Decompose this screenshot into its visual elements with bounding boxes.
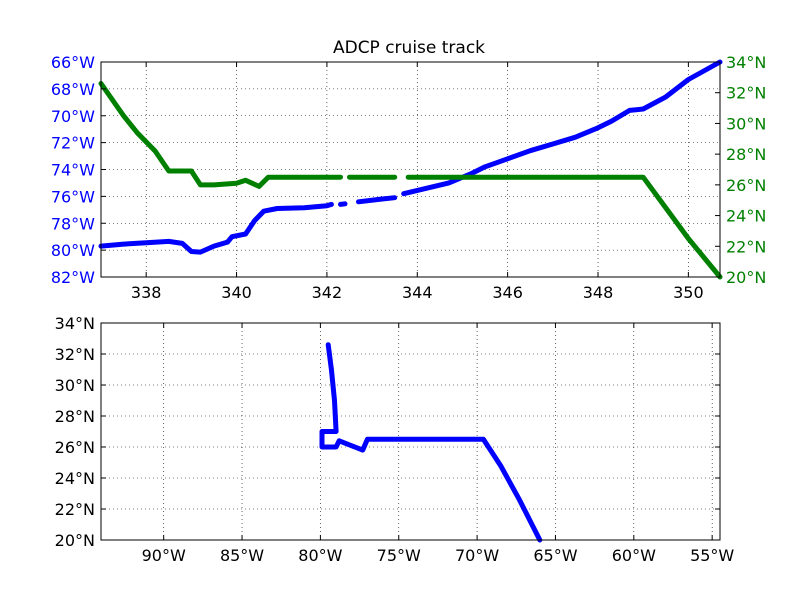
bottom-y-tick-label: 24°N — [55, 469, 95, 488]
top-x-tick-label: 340 — [221, 283, 252, 302]
bottom-x-tick-label: 60°W — [612, 546, 656, 565]
bottom-y-tick-label: 22°N — [55, 500, 95, 519]
bottom-plot: 90°W 85°W 80°W 75°W 70°W 65°W 60°W 55°W 20°N 22°N… — [55, 314, 735, 565]
top-x-tick-label: 346 — [492, 283, 523, 302]
bottom-x-tick-label: 90°W — [142, 546, 186, 565]
top-x-tick-label: 348 — [583, 283, 614, 302]
latitude-series-segment — [405, 174, 723, 280]
longitude-series-segment — [401, 59, 723, 197]
bottom-x-tick-label: 75°W — [377, 546, 421, 565]
chart-title: ADCP cruise track — [333, 38, 485, 58]
top-plot: 338 340 342 344 346 348 350 82°W 80°W 78°W 76°W 74°… — [51, 53, 767, 302]
top-left-tick-label: 82°W — [51, 268, 95, 287]
top-right-tick-label: 34°N — [726, 53, 766, 72]
top-left-tick-label: 78°W — [51, 214, 95, 233]
top-right-tick-label: 28°N — [726, 145, 766, 164]
track-map-series — [319, 342, 543, 543]
top-x-tick-label: 338 — [131, 283, 162, 302]
top-right-tick-label: 26°N — [726, 176, 766, 195]
longitude-series-segment — [98, 201, 334, 255]
bottom-y-tick-label: 28°N — [55, 407, 95, 426]
bottom-y-tick-label: 20°N — [55, 531, 95, 550]
bottom-y-tick-label: 30°N — [55, 376, 95, 395]
longitude-series-segment — [338, 201, 348, 207]
top-right-tick-label: 20°N — [726, 268, 766, 287]
top-right-tick-label: 22°N — [726, 237, 766, 256]
longitude-series-segment — [356, 195, 398, 205]
top-left-tick-label: 74°W — [51, 161, 95, 180]
bottom-x-tick-label: 65°W — [533, 546, 577, 565]
latitude-series-segment — [98, 81, 343, 189]
bottom-x-tick-label: 70°W — [455, 546, 499, 565]
bottom-y-tick-label: 34°N — [55, 314, 95, 333]
top-left-tick-label: 68°W — [51, 80, 95, 99]
bottom-y-tick-label: 32°N — [55, 345, 95, 364]
top-x-tick-label: 350 — [673, 283, 704, 302]
top-left-tick-label: 70°W — [51, 107, 95, 126]
bottom-x-tick-label: 80°W — [298, 546, 342, 565]
top-right-tick-label: 32°N — [726, 84, 766, 103]
top-left-tick-label: 80°W — [51, 241, 95, 260]
bottom-x-tick-label: 55°W — [690, 546, 734, 565]
top-left-tick-label: 66°W — [51, 53, 95, 72]
top-right-tick-label: 30°N — [726, 114, 766, 133]
top-x-tick-label: 344 — [402, 283, 433, 302]
top-right-tick-label: 24°N — [726, 207, 766, 226]
top-left-tick-label: 72°W — [51, 134, 95, 153]
bottom-x-tick-label: 85°W — [220, 546, 264, 565]
bottom-y-tick-label: 26°N — [55, 438, 95, 457]
bottom-plot-frame — [100, 322, 721, 541]
top-x-tick-label: 342 — [312, 283, 343, 302]
top-left-tick-label: 76°W — [51, 187, 95, 206]
